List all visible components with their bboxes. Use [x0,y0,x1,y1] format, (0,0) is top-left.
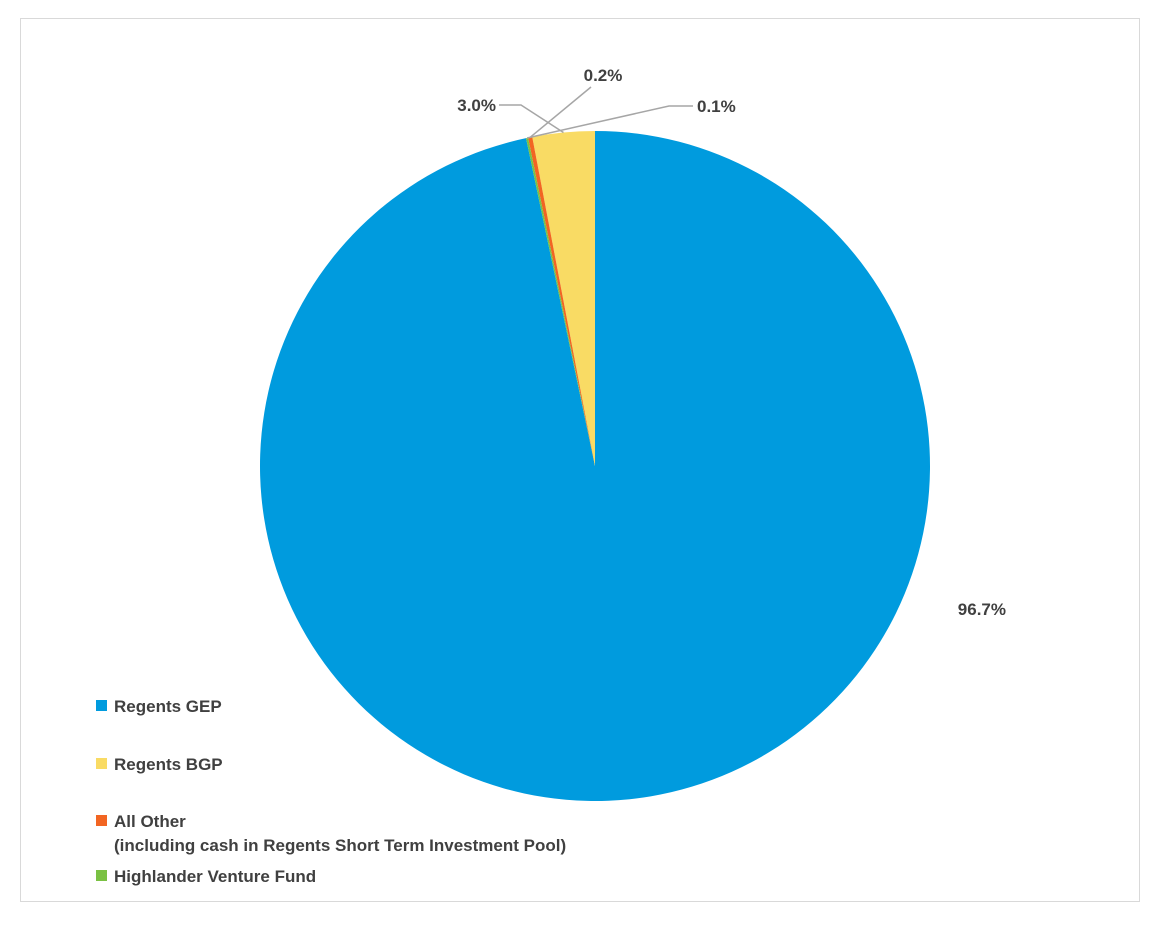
leader-line-regents-bgp [499,104,564,134]
pie-slice-all-other [528,136,595,466]
leader-line-all-other [529,86,592,138]
data-label-all-other: 0.2% [584,66,623,85]
pie-slices [260,131,930,802]
legend-swatch-regents-bgp [96,758,107,769]
legend-item-all-other: All Other (including cash in Regents Sho… [96,810,566,858]
legend-label-all-other-detail: (including cash in Regents Short Term In… [114,836,567,855]
legend-label-all-other: All Other [114,812,186,831]
legend-item-regents-gep: Regents GEP [96,695,222,719]
data-labels: 96.7% 3.0% 0.2% 0.1% [457,66,1006,619]
legend-swatch-regents-gep [96,700,107,711]
legend-label-regents-bgp: Regents BGP [114,755,223,774]
data-label-regents-bgp: 3.0% [457,96,496,115]
legend-swatch-highlander-venture-fund [96,870,107,881]
legend-item-highlander-venture-fund: Highlander Venture Fund [96,865,316,889]
legend-label-regents-gep: Regents GEP [114,697,222,716]
chart-frame: 96.7% 3.0% 0.2% 0.1% Regents GEP Regents BG… [20,18,1140,902]
legend-item-regents-bgp: Regents BGP [96,753,223,777]
pie-chart: 96.7% 3.0% 0.2% 0.1% [260,66,1006,802]
pie-slice-highlander-venture-fund [526,137,595,466]
leader-line-highlander-venture-fund [526,105,693,139]
legend-swatch-all-other [96,815,107,826]
pie-slice-regents-bgp [532,131,595,466]
legend-label-highlander-venture-fund: Highlander Venture Fund [114,867,317,886]
pie-slice-regents-gep [260,131,930,802]
data-label-highlander-venture-fund: 0.1% [697,97,736,116]
leader-lines [499,86,693,139]
data-label-regents-gep: 96.7% [958,600,1006,619]
